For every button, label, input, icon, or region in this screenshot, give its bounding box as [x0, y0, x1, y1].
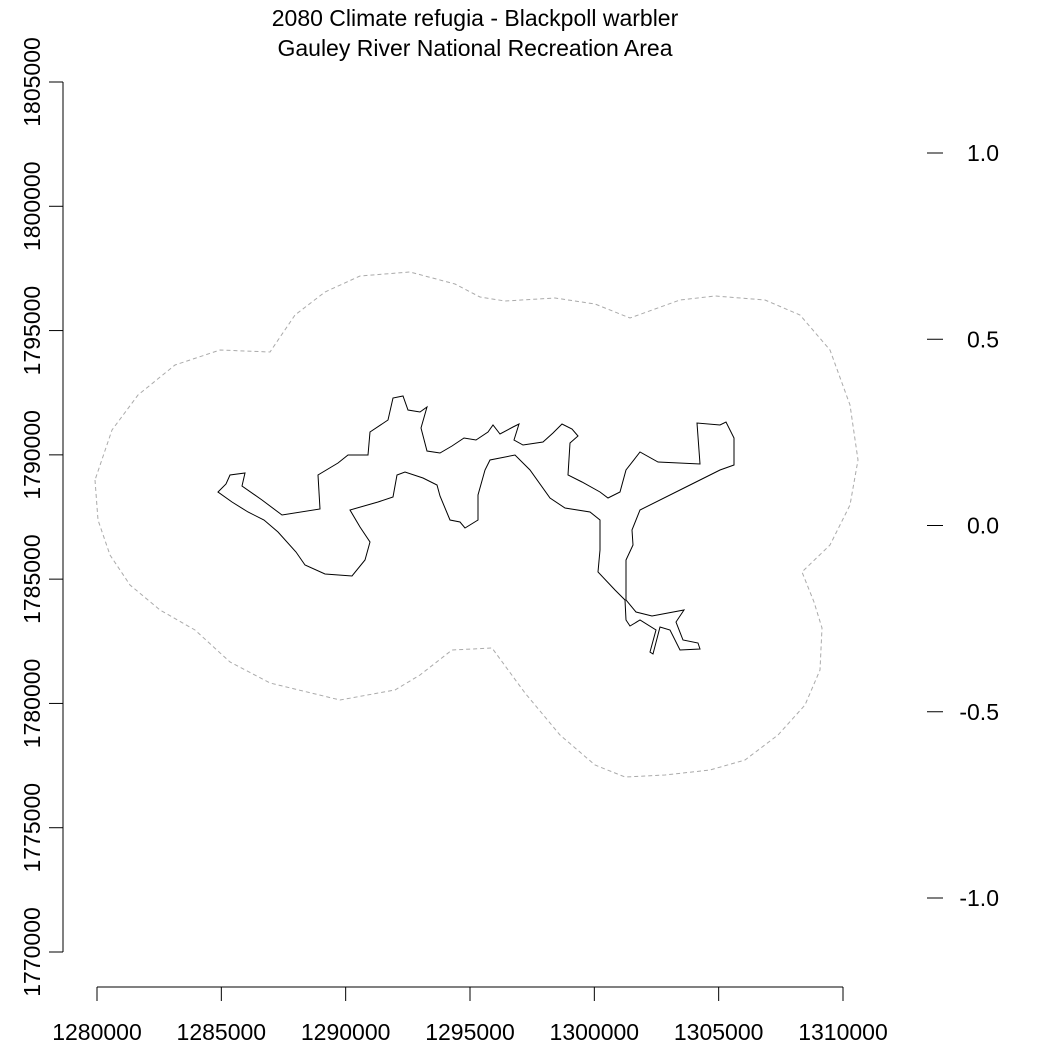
y-tick-label: 1770000	[19, 907, 45, 997]
x-tick-label: 1280000	[52, 1019, 142, 1045]
y-tick-label: 1785000	[19, 534, 45, 624]
map-subtitle: Gauley River National Recreation Area	[277, 35, 673, 61]
x-axis: 1280000 1285000 1290000 1295000 1300000 13050…	[52, 986, 888, 1045]
x-tick-label: 1290000	[301, 1019, 391, 1045]
x-tick-label: 1285000	[177, 1019, 267, 1045]
map-title: 2080 Climate refugia - Blackpoll warbler	[271, 5, 679, 31]
y-tick-label: 1780000	[19, 659, 45, 749]
y-axis: 1770000 1775000 1780000 1785000 1790000 17950…	[19, 37, 64, 997]
legend-tick-label: -0.5	[959, 699, 999, 725]
x-tick-label: 1295000	[425, 1019, 515, 1045]
y-tick-label: 1805000	[19, 37, 45, 127]
legend-scale: 1.0 0.5 0.0 -0.5 -1.0	[927, 140, 999, 911]
legend-tick-label: 0.0	[967, 513, 999, 539]
x-tick-label: 1300000	[550, 1019, 640, 1045]
park-boundary	[217, 395, 735, 655]
y-tick-label: 1790000	[19, 410, 45, 500]
buffer-outline	[94, 271, 859, 778]
x-tick-label: 1310000	[798, 1019, 888, 1045]
y-tick-label: 1775000	[19, 783, 45, 873]
y-tick-label: 1795000	[19, 286, 45, 376]
x-tick-label: 1305000	[674, 1019, 764, 1045]
legend-tick-label: 1.0	[967, 140, 999, 166]
y-tick-label: 1800000	[19, 162, 45, 252]
legend-tick-label: -1.0	[959, 885, 999, 911]
legend-tick-label: 0.5	[967, 326, 999, 352]
